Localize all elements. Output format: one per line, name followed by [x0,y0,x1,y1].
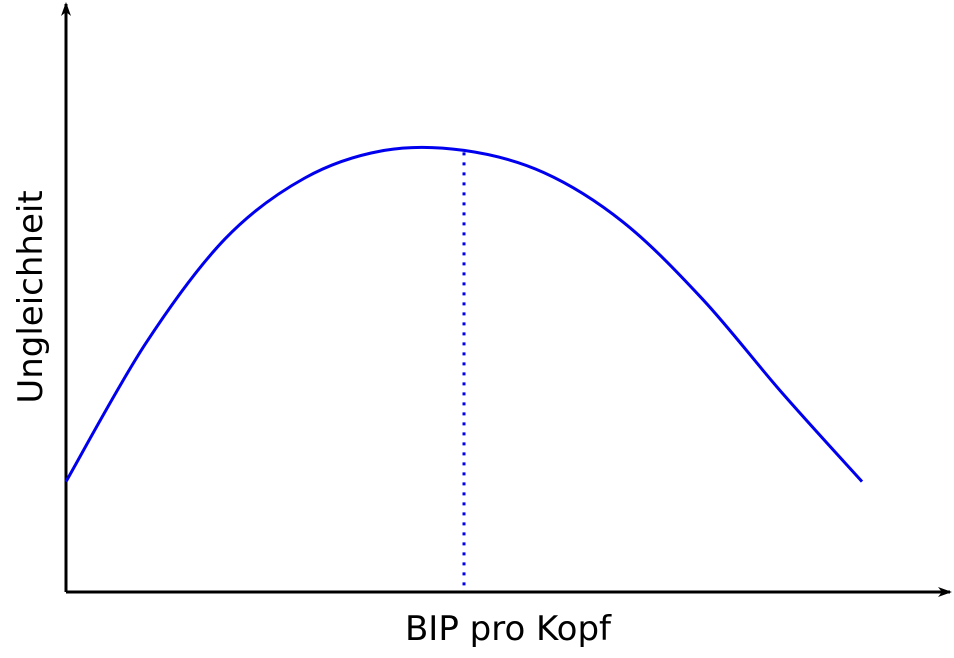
y-axis-label: Ungleichheit [11,190,51,403]
x-axis-label: BIP pro Kopf [405,609,612,649]
inequality-curve [64,145,864,483]
